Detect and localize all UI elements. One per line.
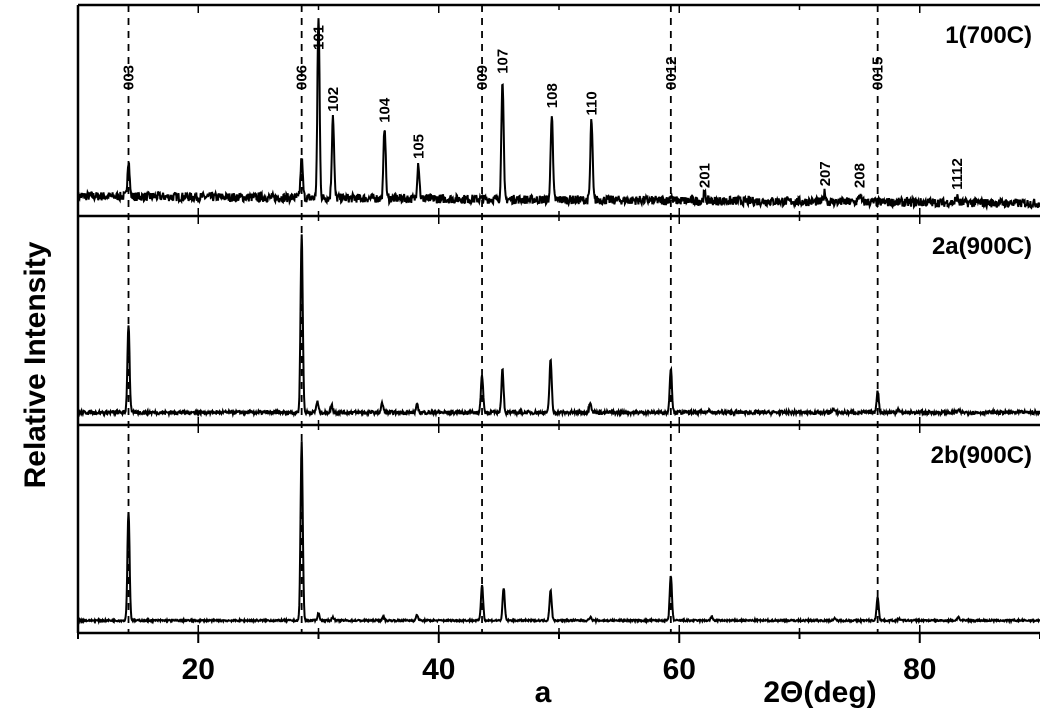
peak-label: 104 xyxy=(377,97,394,123)
peak-label: 0012 xyxy=(663,57,680,90)
peak-label: 003 xyxy=(121,65,138,90)
x-tick-label: 60 xyxy=(663,653,696,686)
series-line xyxy=(77,441,1040,626)
panel-label: 2a(900C) xyxy=(932,233,1032,260)
peak-label: 110 xyxy=(584,91,601,115)
peak-label: 009 xyxy=(474,65,491,90)
sub-figure-label: a xyxy=(535,676,552,709)
x-axis-label: 2Θ(deg) xyxy=(763,676,876,709)
series-line xyxy=(77,18,1040,212)
peak-label: 006 xyxy=(294,65,311,90)
peak-label: 201 xyxy=(697,163,714,188)
peak-label: 107 xyxy=(495,49,512,74)
peak-label: 101 xyxy=(311,25,328,50)
peak-label: 105 xyxy=(410,134,427,159)
x-tick-label: 20 xyxy=(182,653,215,686)
x-tick-label: 40 xyxy=(422,653,455,686)
panel-label: 1(700C) xyxy=(945,22,1032,49)
x-axis: 20 40 60 80 xyxy=(77,633,1040,686)
peak-label: 208 xyxy=(852,163,869,188)
peak-label: 0015 xyxy=(870,57,887,90)
panel-label: 2b(900C) xyxy=(931,442,1032,469)
series-traces: 1(700C) 2a(900C) 2b(900C) xyxy=(77,18,1040,626)
y-axis-label: Relative Intensity xyxy=(19,241,52,488)
series-line xyxy=(77,234,1040,419)
peak-label: 102 xyxy=(325,87,342,112)
x-tick-label: 80 xyxy=(903,653,936,686)
peak-label: 207 xyxy=(817,161,834,186)
peak-label: 108 xyxy=(544,83,561,108)
peak-label: 1112 xyxy=(949,158,966,190)
